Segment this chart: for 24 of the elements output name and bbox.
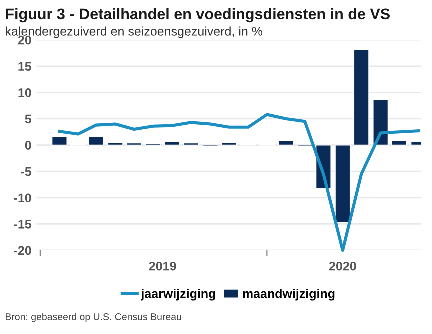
bar [221,142,238,146]
y-tick-label: 10 [18,88,32,98]
bar [335,144,351,224]
x-tick-label: 2020 [329,262,356,271]
x-tick-label: 2019 [149,262,176,271]
y-tick-label: 15 [18,62,32,72]
bar [278,140,294,146]
line-series [58,113,420,252]
bar [164,141,180,146]
y-tick-label: -5 [21,168,32,176]
bar [52,136,68,146]
bar [88,136,104,146]
y-tick-label: -20 [14,246,32,256]
y-tick-label: -10 [14,194,32,203]
y-tick-label: 0 [25,141,32,150]
y-tick-label: -15 [14,220,32,229]
y-tick-label: 5 [25,114,32,124]
bar [354,49,370,146]
bar [108,142,124,146]
text: Bron: gebaseerd op U.S. Census Bureau [6,313,182,322]
legend-label: jaarwijziging [140,289,216,301]
chart-title: Figuur 3 - Detailhandel en voedingsdiensten in de VS [6,8,390,23]
bar [392,140,408,146]
legend-label: maandwijziging [243,289,335,301]
